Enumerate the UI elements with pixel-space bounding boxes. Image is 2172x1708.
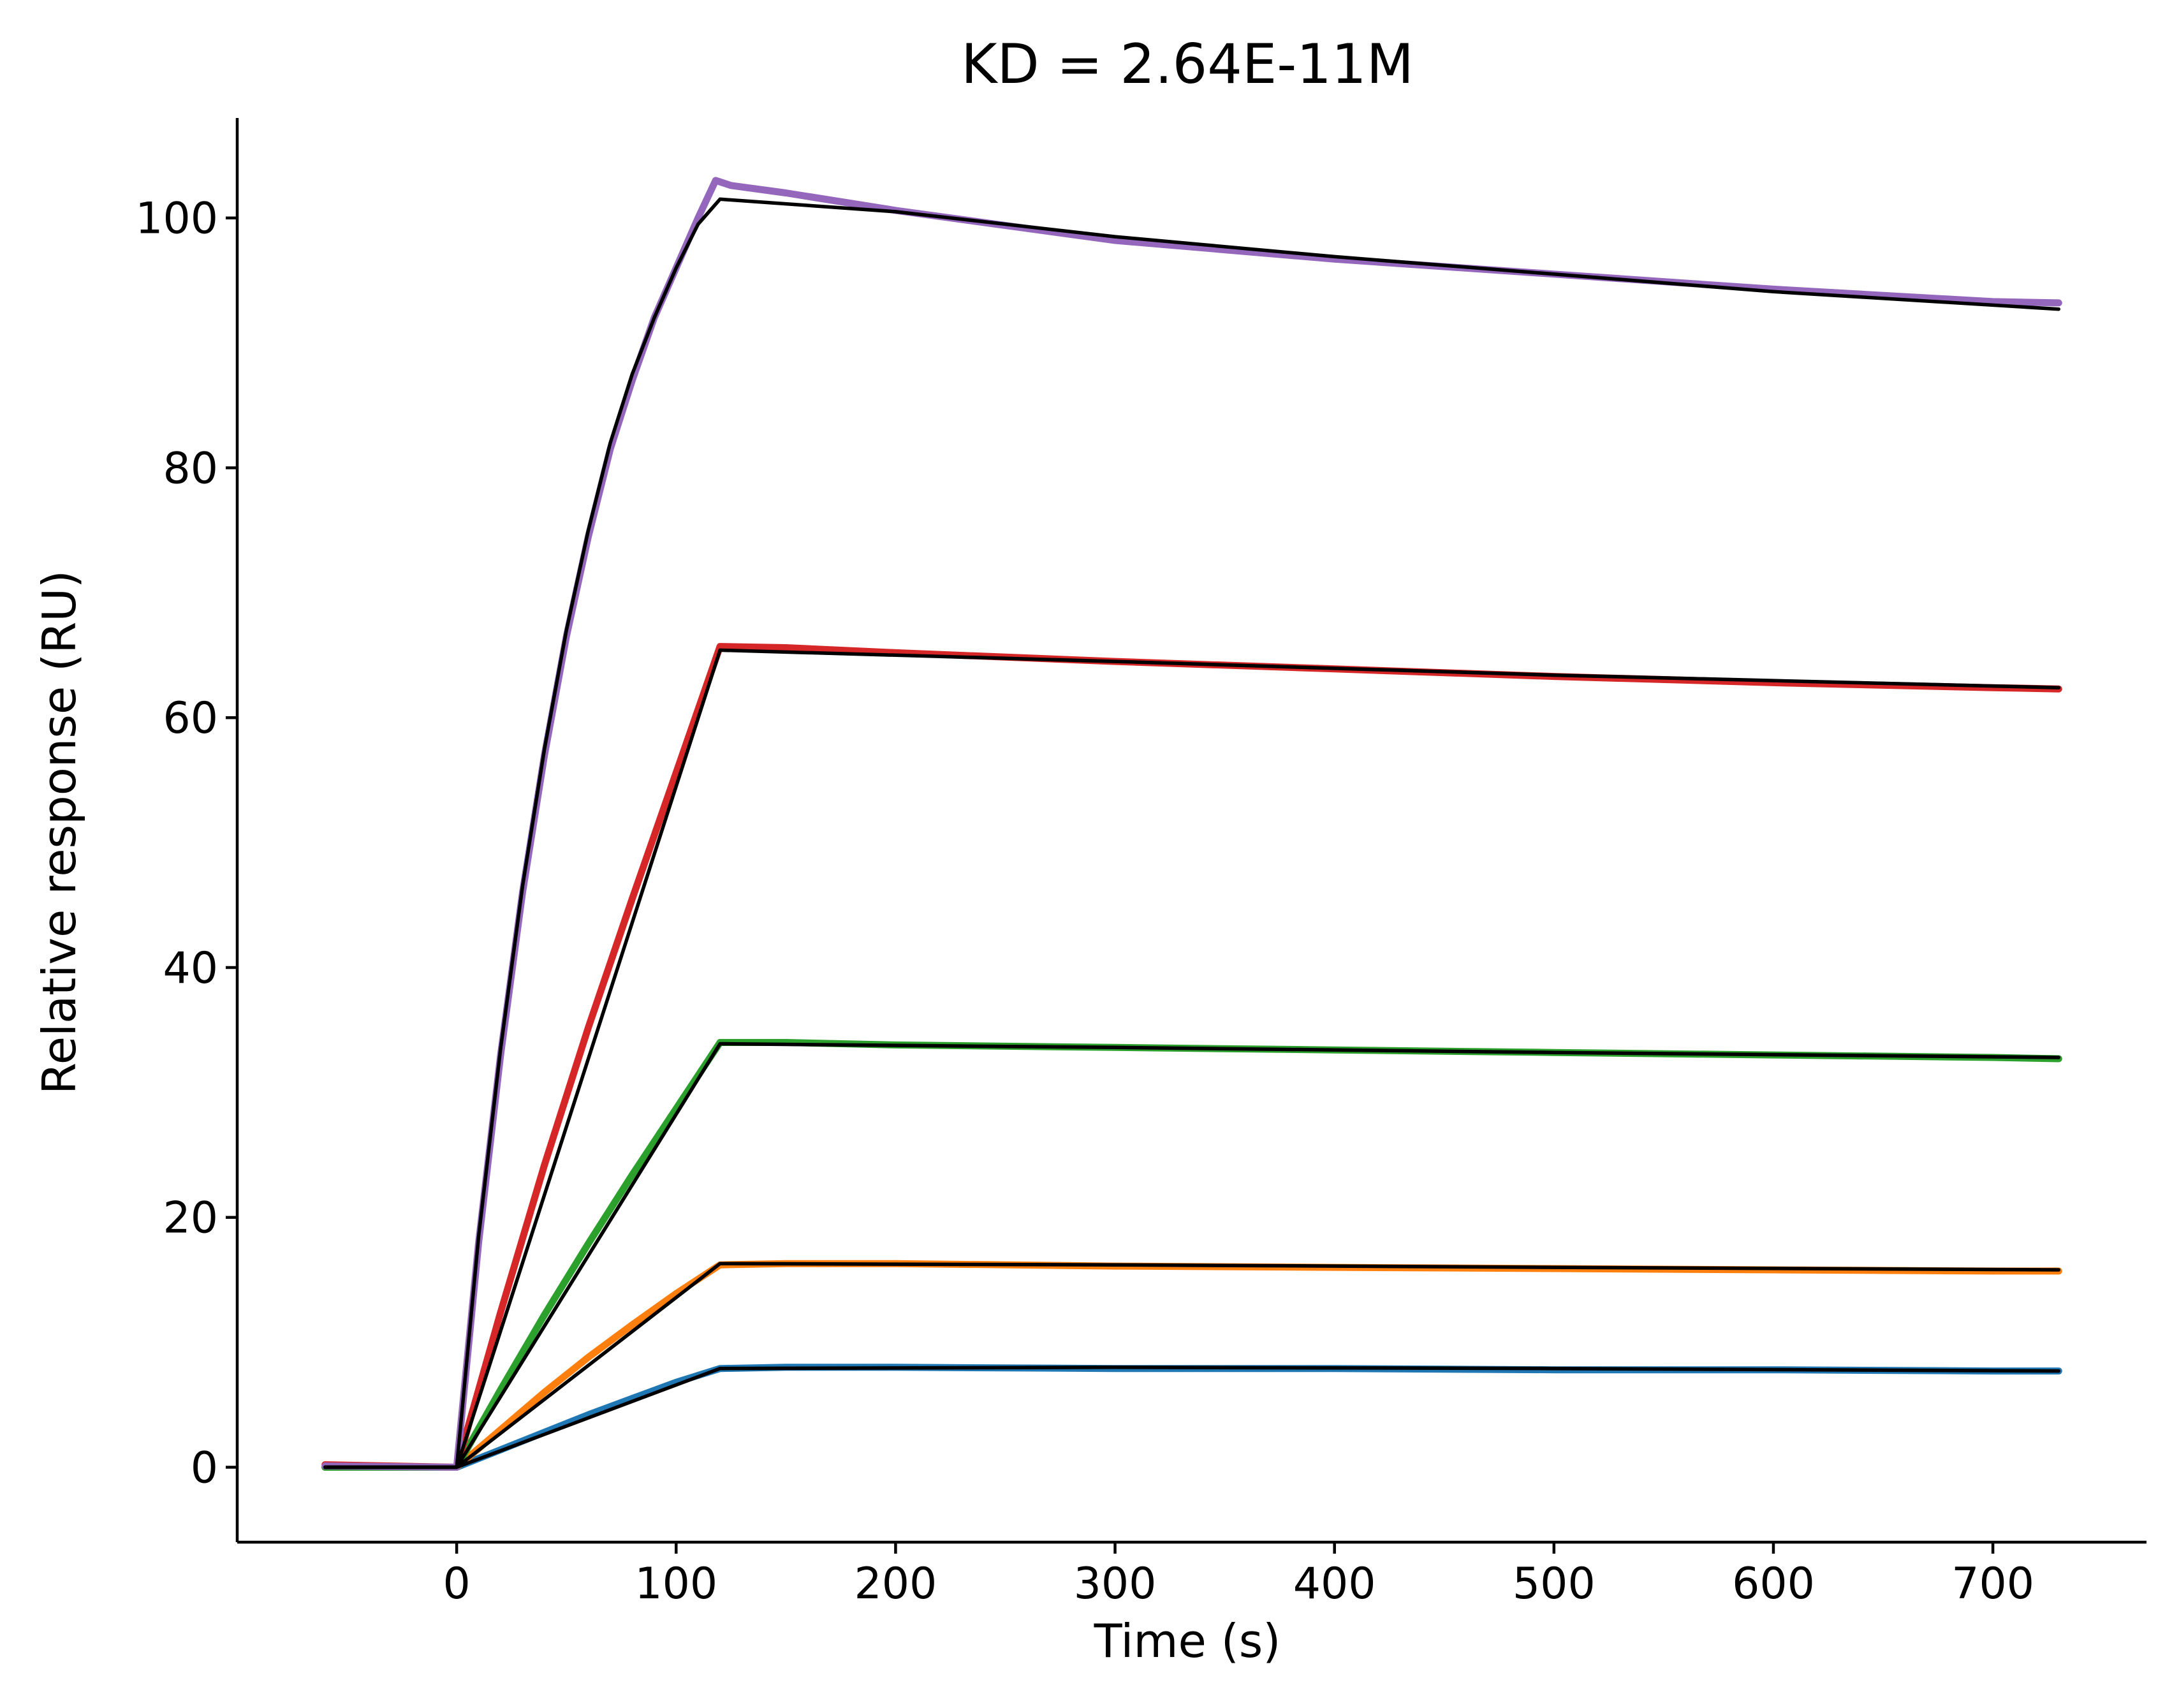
response-curve	[321, 1039, 2062, 1471]
y-tick-label: 40	[163, 943, 218, 994]
y-tick-label: 0	[191, 1443, 218, 1493]
x-tick-label: 100	[635, 1559, 717, 1609]
response-curve	[321, 177, 2062, 1471]
x-axis-label: Time (s)	[1094, 1614, 1281, 1668]
y-tick-label: 100	[135, 194, 218, 244]
x-tick-label: 200	[855, 1559, 937, 1609]
y-tick-label: 60	[163, 693, 218, 744]
y-tick-label: 80	[163, 443, 218, 494]
x-tick-label: 500	[1513, 1559, 1596, 1609]
x-tick-label: 700	[1951, 1559, 2034, 1609]
y-axis-label: Relative response (RU)	[33, 570, 86, 1094]
y-tick-label: 20	[163, 1193, 218, 1244]
fit-curve	[323, 1366, 2061, 1469]
x-tick-label: 300	[1074, 1559, 1157, 1609]
axes: 0 100 200 300 400 500 600 700 0 20 40 60 80 100	[135, 118, 2146, 1609]
x-tick-label: 400	[1293, 1559, 1376, 1609]
x-tick-label: 0	[443, 1559, 471, 1609]
plot-area	[321, 177, 2062, 1471]
x-tick-label: 600	[1732, 1559, 1815, 1609]
fit-curve	[323, 197, 2061, 1469]
chart-title: KD = 2.64E-11M	[961, 33, 1414, 96]
